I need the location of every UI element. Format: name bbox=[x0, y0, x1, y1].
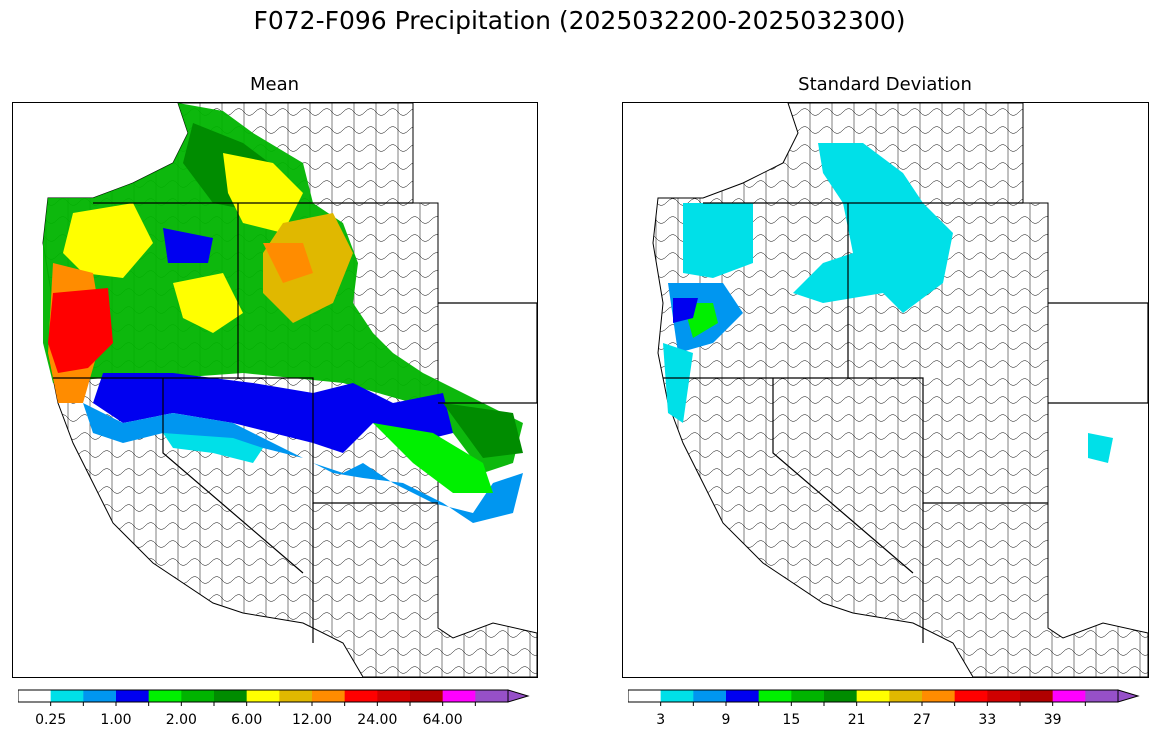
colorbar-segment bbox=[279, 690, 313, 702]
colorbar-label: 6.00 bbox=[231, 712, 263, 728]
cyan-patch-east bbox=[1088, 433, 1113, 463]
sd-map-svg bbox=[652, 103, 1148, 677]
yellow-region-mid bbox=[173, 273, 243, 333]
sd-panel-title: Standard Deviation bbox=[798, 74, 972, 95]
mean-colorbar bbox=[18, 689, 530, 706]
colorbar-segment bbox=[410, 690, 444, 702]
colorbar-label: 3 bbox=[656, 712, 666, 728]
colorbar-segment bbox=[954, 690, 988, 702]
colorbar-segment bbox=[726, 690, 760, 702]
colorbar-segment bbox=[987, 690, 1021, 702]
colorbar-segment bbox=[83, 690, 117, 702]
colorbar-label: 33 bbox=[978, 712, 997, 728]
colorbar-segment bbox=[246, 690, 280, 702]
colorbar-label: 24.00 bbox=[357, 712, 398, 728]
colorbar-segment bbox=[628, 690, 662, 702]
colorbar-segment bbox=[1052, 690, 1086, 702]
colorbar-label: 15 bbox=[782, 712, 801, 728]
yellow-region-west bbox=[63, 203, 153, 278]
sd-colorbar bbox=[628, 689, 1140, 706]
blue-band bbox=[93, 373, 453, 453]
colorbar-label: 1.00 bbox=[100, 712, 132, 728]
state-boundaries bbox=[663, 202, 1148, 643]
colorbar-segment bbox=[377, 690, 411, 702]
colorbar-segment bbox=[442, 690, 476, 702]
sd-map bbox=[622, 102, 1149, 678]
cyan-coastal bbox=[663, 343, 693, 423]
land-region bbox=[652, 103, 1148, 677]
colorbar-segment bbox=[922, 690, 956, 702]
colorbar-label: 39 bbox=[1043, 712, 1062, 728]
colorbar-segment bbox=[856, 690, 890, 702]
coastal-red bbox=[48, 288, 113, 373]
light-blue-band bbox=[83, 403, 523, 523]
mean-map bbox=[12, 102, 538, 678]
state-boundaries bbox=[53, 202, 537, 643]
colorbar-segment bbox=[148, 690, 182, 702]
cyan-region-north bbox=[793, 143, 953, 313]
colorbar-outline bbox=[18, 689, 509, 703]
yellow-region bbox=[223, 153, 303, 233]
orange-region bbox=[263, 243, 313, 283]
cyan-region-west bbox=[683, 203, 753, 278]
figure-title: F072-F096 Precipitation (2025032200-2025… bbox=[253, 6, 906, 35]
green-patch-east bbox=[373, 423, 493, 493]
dark-blue-coastal bbox=[673, 298, 698, 323]
mean-panel-title: Mean bbox=[249, 74, 300, 95]
colorbar-segment bbox=[693, 690, 727, 702]
mean-map-svg bbox=[42, 103, 537, 677]
colorbar-segment bbox=[889, 690, 923, 702]
colorbar-extend-arrow bbox=[1117, 689, 1140, 703]
colorbar-segment bbox=[791, 690, 825, 702]
colorbar-label: 27 bbox=[913, 712, 931, 728]
colorbar-segment bbox=[116, 690, 150, 702]
colorbar-segment bbox=[758, 690, 792, 702]
colorbar-segment bbox=[475, 690, 509, 702]
colorbar-segment bbox=[824, 690, 858, 702]
colorbar-segment bbox=[660, 690, 694, 702]
colorbar-segment bbox=[18, 690, 52, 702]
colorbar-segment bbox=[181, 690, 215, 702]
colorbar-segment bbox=[344, 690, 378, 702]
colorbar-segment bbox=[1085, 690, 1119, 702]
cyan-band bbox=[163, 433, 263, 463]
colorbar-outline bbox=[628, 689, 1119, 703]
green-patch-south bbox=[443, 403, 523, 458]
colorbar-label: 21 bbox=[847, 712, 866, 728]
colorbar-label: 0.25 bbox=[35, 712, 67, 728]
colorbar-segment bbox=[312, 690, 346, 702]
colorbar-extend-arrow bbox=[507, 689, 530, 703]
colorbar-segment bbox=[214, 690, 248, 702]
colorbar-label: 2.00 bbox=[165, 712, 197, 728]
colorbar-label: 12.00 bbox=[291, 712, 333, 728]
colorbar-segment bbox=[50, 690, 84, 702]
colorbar-label: 9 bbox=[721, 712, 731, 728]
colorbar-label: 64.00 bbox=[422, 712, 463, 728]
blue-region-north bbox=[163, 228, 213, 263]
colorbar-segment bbox=[1020, 690, 1054, 702]
